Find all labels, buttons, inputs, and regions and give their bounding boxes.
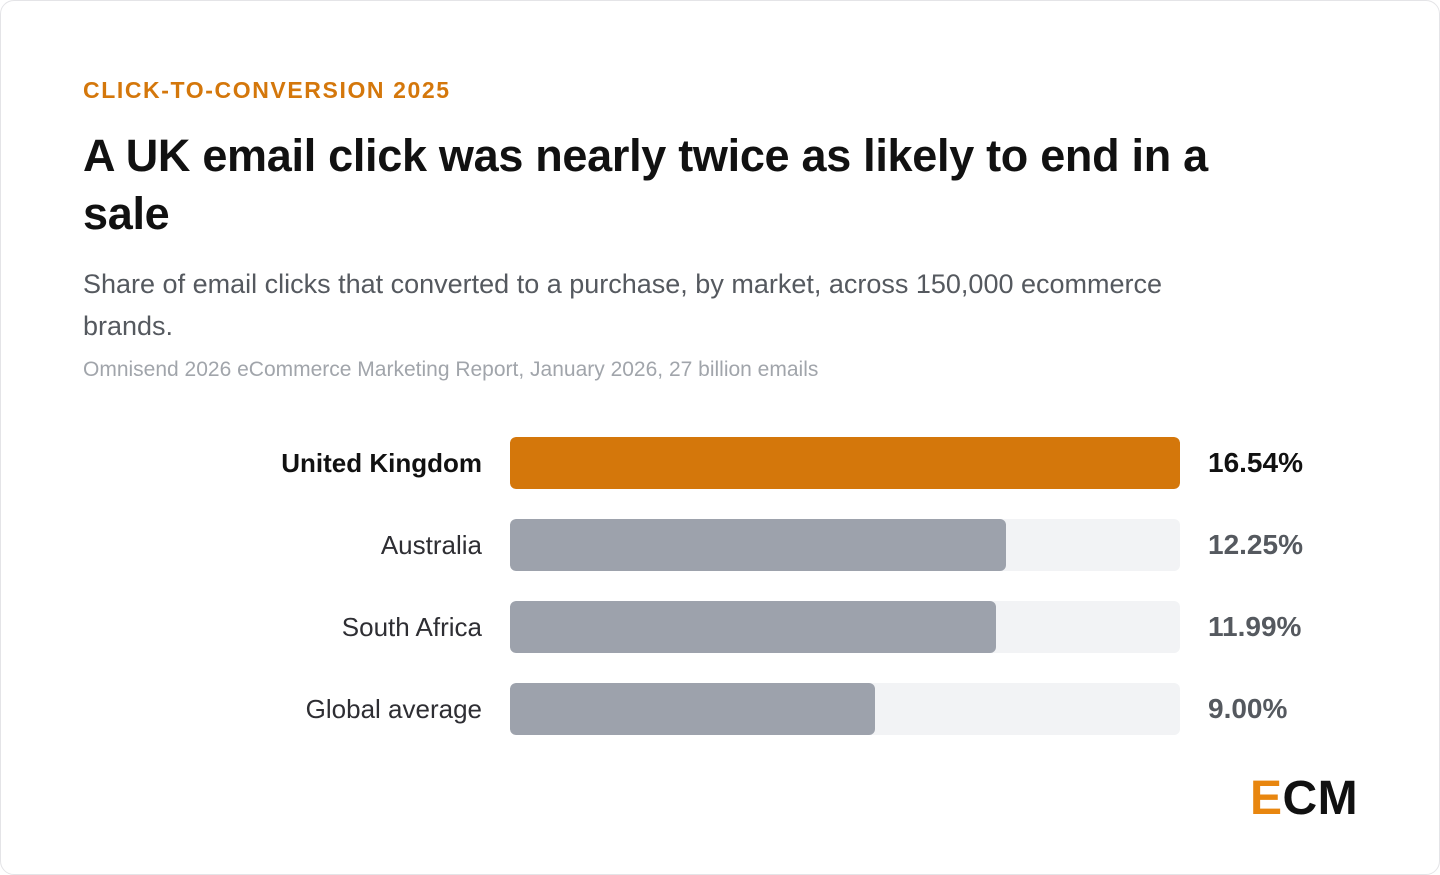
eyebrow-label: CLICK-TO-CONVERSION 2025 (83, 77, 451, 103)
bar-south-africa (510, 601, 996, 653)
bar-track-global-average (510, 683, 1180, 735)
chart-source: Omnisend 2026 eCommerce Marketing Report… (83, 358, 819, 381)
value-label-united-kingdom: 16.54% (1208, 447, 1303, 478)
value-label-global-average: 9.00% (1208, 693, 1288, 724)
category-label-global-average: Global average (305, 694, 482, 724)
logo-letters-cm: CM (1282, 772, 1359, 825)
category-label-south-africa: South Africa (341, 612, 482, 642)
category-label-australia: Australia (380, 530, 482, 560)
bar-track-australia (510, 519, 1180, 571)
bar-global-average (510, 683, 875, 735)
bar-united-kingdom (510, 437, 1180, 489)
category-label-united-kingdom: United Kingdom (281, 448, 482, 478)
bar-australia (510, 519, 1006, 571)
logo-letter-e: E (1250, 772, 1283, 825)
chart-title: A UK email click was nearly twice as lik… (83, 130, 1208, 239)
chart-subtitle: Share of email clicks that converted to … (83, 269, 1163, 341)
value-label-australia: 12.25% (1208, 529, 1303, 560)
bar-track-united-kingdom (510, 437, 1180, 489)
value-label-south-africa: 11.99% (1208, 611, 1302, 642)
ecm-logo: ECM (1250, 771, 1358, 827)
bar-track-south-africa (510, 601, 1180, 653)
